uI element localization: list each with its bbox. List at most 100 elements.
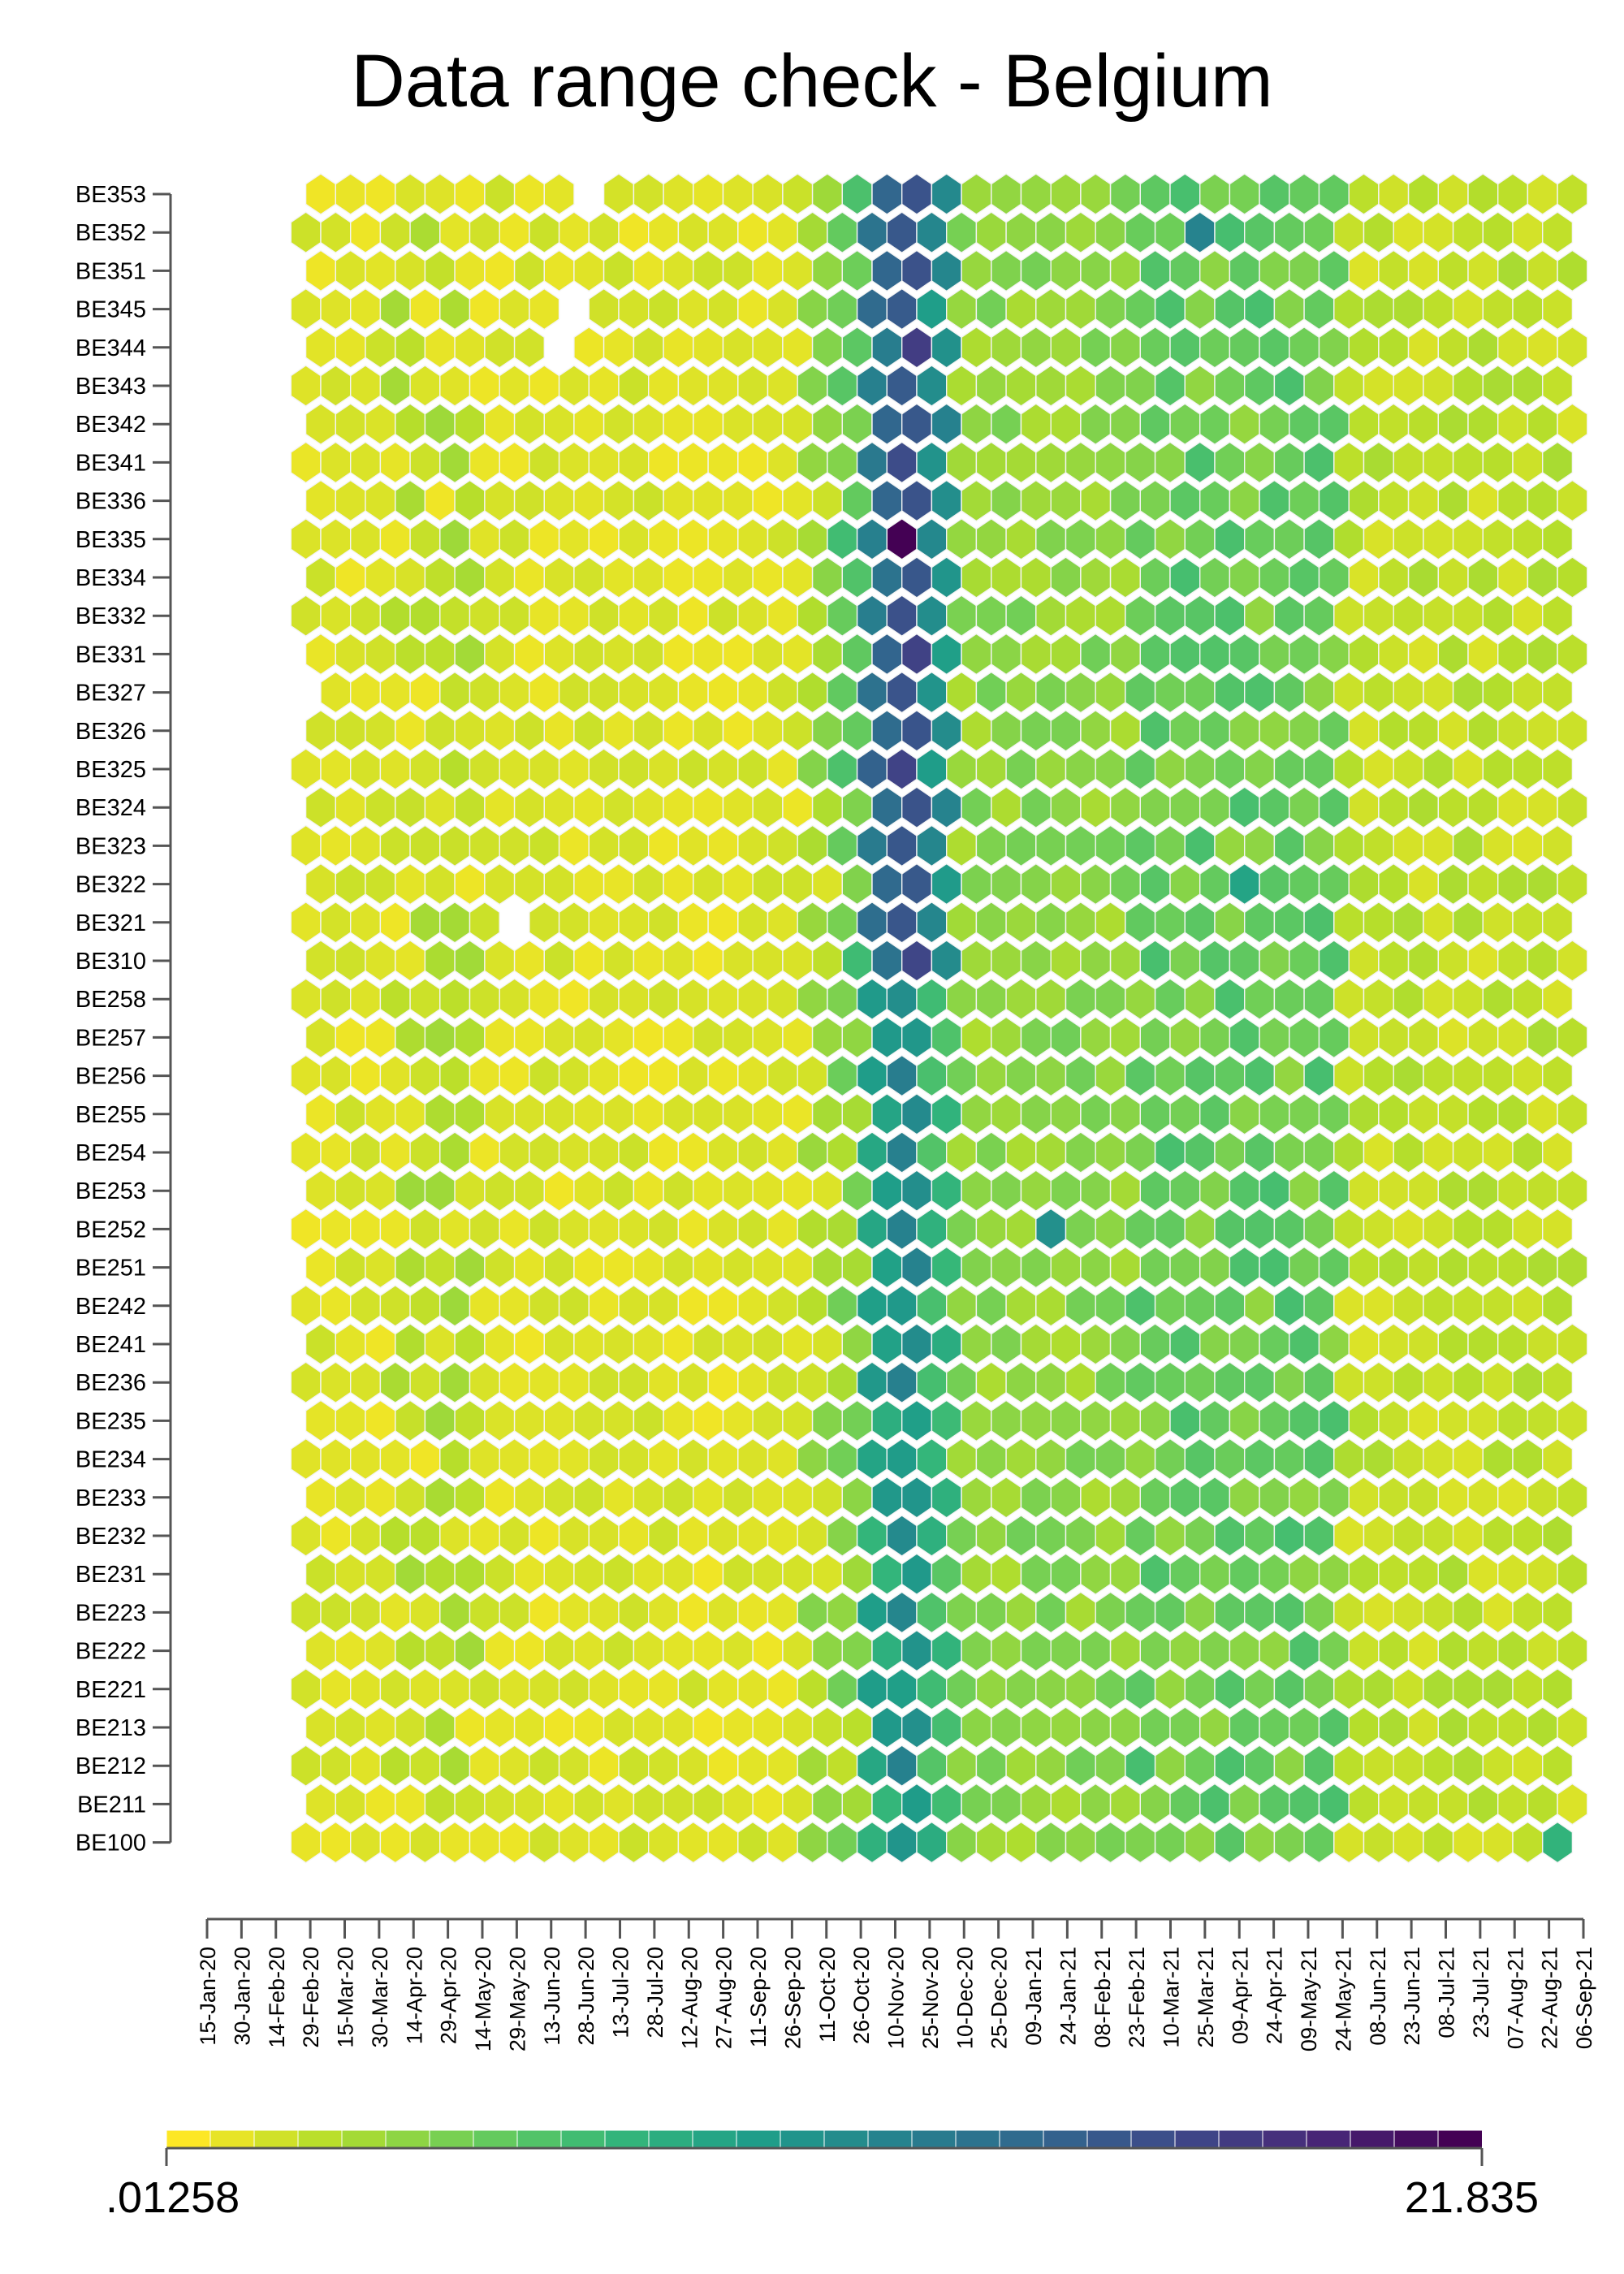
hex-cell — [916, 1667, 948, 1710]
hex-cell — [1154, 594, 1186, 638]
hex-cell — [1273, 287, 1305, 331]
hex-cell — [945, 517, 978, 560]
hex-cell — [1393, 1361, 1424, 1404]
hex-cell — [797, 594, 828, 638]
hex-cell — [1065, 1054, 1096, 1097]
hex-cell — [1273, 517, 1305, 560]
hex-cell — [1452, 1284, 1484, 1327]
hex-cell — [737, 671, 769, 714]
hex-cell — [782, 1783, 814, 1826]
hex-cell — [1482, 978, 1514, 1021]
hex-cell — [945, 594, 978, 638]
hex-cell — [320, 1284, 352, 1327]
hex-cell — [365, 173, 396, 215]
hex-cell — [1214, 901, 1246, 944]
hex-cell — [290, 1361, 322, 1404]
legend-swatch — [1350, 2129, 1395, 2149]
hex-cell — [1423, 671, 1454, 714]
hex-cell — [1467, 403, 1499, 446]
hex-cell — [1423, 1667, 1454, 1710]
hex-cell — [484, 940, 516, 982]
hex-cell — [1080, 1629, 1112, 1672]
hex-cell — [1378, 862, 1410, 906]
hex-cell — [1363, 1591, 1394, 1634]
hex-cell — [1259, 173, 1290, 215]
hex-cell — [1512, 1054, 1544, 1097]
hex-cell — [1184, 748, 1216, 790]
hex-cell — [767, 1284, 798, 1327]
y-tick-label: BE325 — [76, 757, 146, 783]
hex-cell — [856, 211, 888, 254]
hex-cell — [1214, 824, 1246, 867]
hex-cell — [350, 1284, 382, 1327]
hex-cell — [782, 1706, 814, 1749]
hex-cell — [365, 786, 396, 829]
hex-cell — [1407, 1629, 1440, 1672]
hex-cell — [1527, 1553, 1558, 1596]
hex-cell — [409, 1361, 441, 1404]
hex-cell — [1393, 1208, 1424, 1251]
hex-cell — [707, 1208, 739, 1251]
hex-cell — [558, 978, 590, 1021]
hex-cell — [827, 671, 858, 714]
hex-cell — [633, 479, 664, 522]
hex-cell — [797, 671, 828, 714]
hex-cell — [707, 1437, 739, 1481]
hex-cell — [886, 1284, 918, 1327]
hex-cell — [1407, 862, 1440, 906]
x-tick-label: 29-Apr-20 — [437, 1947, 461, 2044]
hex-cell — [290, 824, 322, 867]
hex-cell — [1243, 211, 1276, 254]
hex-cell — [454, 1016, 486, 1059]
hex-cell — [811, 479, 844, 522]
hex-cell — [1109, 1553, 1142, 1596]
hex-cell — [1527, 1092, 1558, 1135]
x-tick-label: 28-Jul-20 — [643, 1947, 667, 2038]
hex-cell — [513, 1783, 545, 1826]
hex-cell — [1333, 517, 1365, 560]
hex-cell — [1050, 1553, 1082, 1596]
hex-cell — [707, 287, 739, 331]
hex-cell — [991, 1169, 1022, 1213]
hex-cell — [931, 1246, 962, 1289]
hex-cell — [693, 326, 724, 369]
hex-cell — [365, 1476, 396, 1519]
hex-cell — [395, 709, 426, 752]
hex-cell — [1020, 1629, 1052, 1672]
hex-cell — [1318, 633, 1350, 676]
hex-cell — [856, 594, 888, 638]
hex-cell — [886, 1054, 918, 1097]
hex-cell — [1333, 671, 1365, 714]
hex-cell — [871, 633, 903, 676]
hex-cell — [1154, 1515, 1186, 1557]
hex-cell — [1348, 479, 1380, 522]
hex-cell — [439, 901, 471, 944]
hex-cell — [677, 594, 709, 638]
hex-cell — [1109, 786, 1142, 829]
hex-cell — [1407, 403, 1440, 446]
hex-cell — [663, 1783, 694, 1826]
hex-cell — [1452, 1131, 1484, 1174]
hex-cell — [827, 594, 858, 638]
hex-cell — [1527, 1399, 1558, 1442]
hex-cell — [856, 441, 888, 484]
hex-cell — [1452, 1437, 1484, 1481]
hex-cell — [1378, 1706, 1410, 1749]
hex-cell — [395, 1169, 426, 1213]
hex-cell — [991, 1399, 1022, 1442]
hex-cell — [1393, 1667, 1424, 1710]
hex-cell — [1378, 1553, 1410, 1596]
hex-cell — [1065, 1515, 1096, 1557]
hex-cell — [1348, 1706, 1380, 1749]
hex-cell — [811, 1169, 844, 1213]
hex-cell — [886, 1667, 918, 1710]
hex-cell — [856, 1667, 888, 1710]
hex-cell — [693, 1399, 724, 1442]
hex-cell — [693, 1169, 724, 1213]
hex-cell — [945, 1667, 978, 1710]
hex-cell — [1005, 594, 1037, 638]
hex-cell — [1407, 1016, 1440, 1059]
hex-cell — [871, 1246, 903, 1289]
hex-cell — [782, 173, 814, 215]
